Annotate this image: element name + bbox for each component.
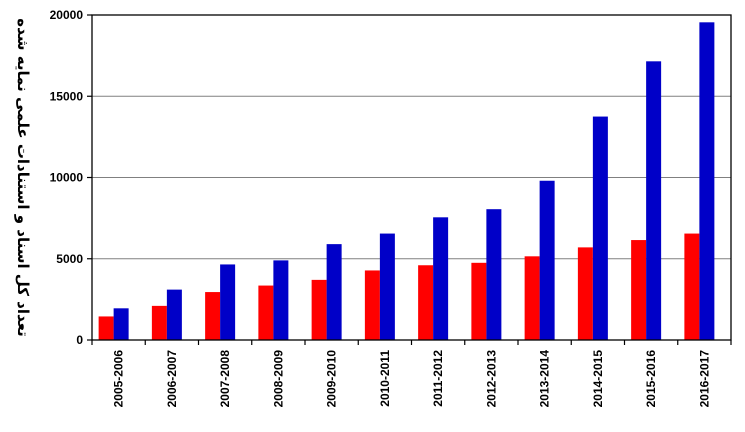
- y-tick-label: 10000: [50, 171, 84, 185]
- bar-series2-2009-2010: [326, 244, 342, 340]
- bars: [98, 22, 715, 340]
- bar-series1-2015-2016: [631, 240, 647, 340]
- bar-series1-2014-2015: [577, 247, 593, 340]
- bar-series2-2005-2006: [113, 308, 129, 340]
- bar-series2-2011-2012: [433, 217, 449, 340]
- bar-series1-2013-2014: [524, 256, 540, 340]
- x-tick-label: 2015-2016: [644, 350, 658, 408]
- bar-series1-2012-2013: [471, 262, 487, 340]
- bar-series1-2008-2009: [258, 285, 274, 340]
- bar-series2-2016-2017: [699, 22, 715, 340]
- x-tick-label: 2010-2011: [378, 350, 392, 407]
- bar-series1-2010-2011: [364, 270, 380, 340]
- bar-series2-2015-2016: [646, 61, 662, 340]
- bar-series2-2006-2007: [166, 289, 182, 340]
- bar-series2-2007-2008: [220, 264, 236, 340]
- bar-series1-2016-2017: [684, 233, 700, 340]
- bar-series2-2012-2013: [486, 209, 502, 340]
- bar-series2-2013-2014: [539, 180, 555, 340]
- y-tick-label: 15000: [50, 89, 84, 103]
- y-tick-labels: 0 5000 10000 15000 20000: [50, 8, 84, 347]
- x-tick-label: 2008-2009: [271, 350, 285, 408]
- x-tick-label: 2006-2007: [165, 350, 179, 408]
- x-tick-label: 2014-2015: [591, 350, 605, 408]
- gridlines: [92, 95, 731, 260]
- x-tick-label: 2011-2012: [431, 350, 445, 407]
- bar-series1-2006-2007: [151, 305, 167, 340]
- x-tick-label: 2012-2013: [484, 350, 498, 408]
- bar-series1-2011-2012: [418, 265, 434, 340]
- bar-series1-2009-2010: [311, 279, 327, 340]
- bar-series2-2014-2015: [592, 116, 608, 340]
- bar-series2-2008-2009: [273, 260, 289, 340]
- y-tick-label: 20000: [50, 8, 84, 22]
- y-tick-label: 0: [76, 333, 83, 347]
- x-tick-labels: 2005-2006 2006-2007 2007-2008 2008-2009 2009…: [112, 350, 712, 408]
- x-tick-label: 2013-2014: [538, 350, 552, 408]
- bar-series2-2010-2011: [379, 233, 395, 340]
- x-tick-label: 2016-2017: [697, 350, 711, 408]
- y-axis-label: تعداد کل اسناد و استنادات علمی نمایه شده: [14, 18, 32, 337]
- x-tick-label: 2007-2008: [218, 350, 232, 408]
- x-tick-label: 2009-2010: [325, 350, 339, 408]
- bar-series1-2005-2006: [98, 316, 114, 340]
- bar-series1-2007-2008: [205, 292, 221, 340]
- axes: [87, 14, 732, 345]
- x-tick-label: 2005-2006: [112, 350, 126, 408]
- y-tick-label: 5000: [56, 252, 83, 266]
